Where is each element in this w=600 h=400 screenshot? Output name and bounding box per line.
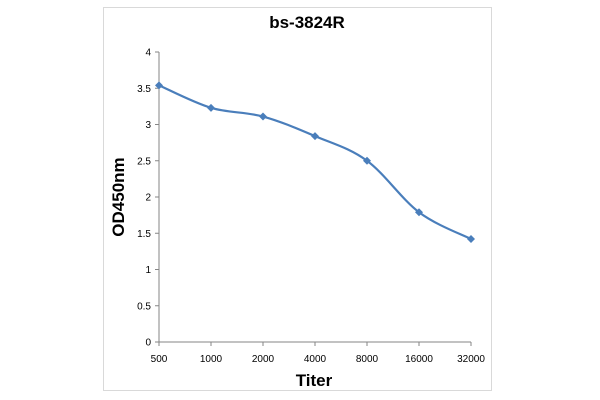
series-line [158,84,472,241]
y-axis-ticks: 0 0.5 1 1.5 2 2.5 3 3.5 4 [137,48,159,349]
x-axis-label: Titer [296,371,333,390]
x-axis-ticks: 500 1000 2000 4000 8000 16000 32000 [151,342,485,365]
x-tick-label: 500 [151,354,168,365]
x-tick-label: 1000 [200,354,223,365]
y-tick-label: 2.5 [137,156,151,167]
y-tick-label: 3.5 [137,84,151,95]
data-point-marker [311,132,319,141]
data-point-marker [467,235,475,244]
y-tick-label: 2 [145,193,151,204]
y-axis-label: OD450nm [109,157,128,236]
y-tick-label: 1.5 [137,229,151,240]
y-tick-label: 0.5 [137,301,151,312]
x-tick-label: 32000 [457,354,485,365]
y-tick-label: 1 [145,265,151,276]
y-tick-label: 4 [145,48,151,59]
axes [158,52,471,343]
x-tick-label: 16000 [405,354,433,365]
data-point-marker [155,81,163,90]
y-tick-label: 0 [145,338,151,349]
chart-frame [103,7,492,391]
chart-title: bs-3824R [269,13,345,32]
x-tick-label: 2000 [252,354,275,365]
data-point-marker [415,208,423,217]
x-tick-label: 8000 [356,354,379,365]
x-tick-label: 4000 [304,354,327,365]
y-tick-label: 3 [145,120,151,131]
data-point-marker [363,156,371,165]
series-layer [155,81,475,244]
data-point-marker [259,112,267,121]
data-point-marker [207,103,215,112]
